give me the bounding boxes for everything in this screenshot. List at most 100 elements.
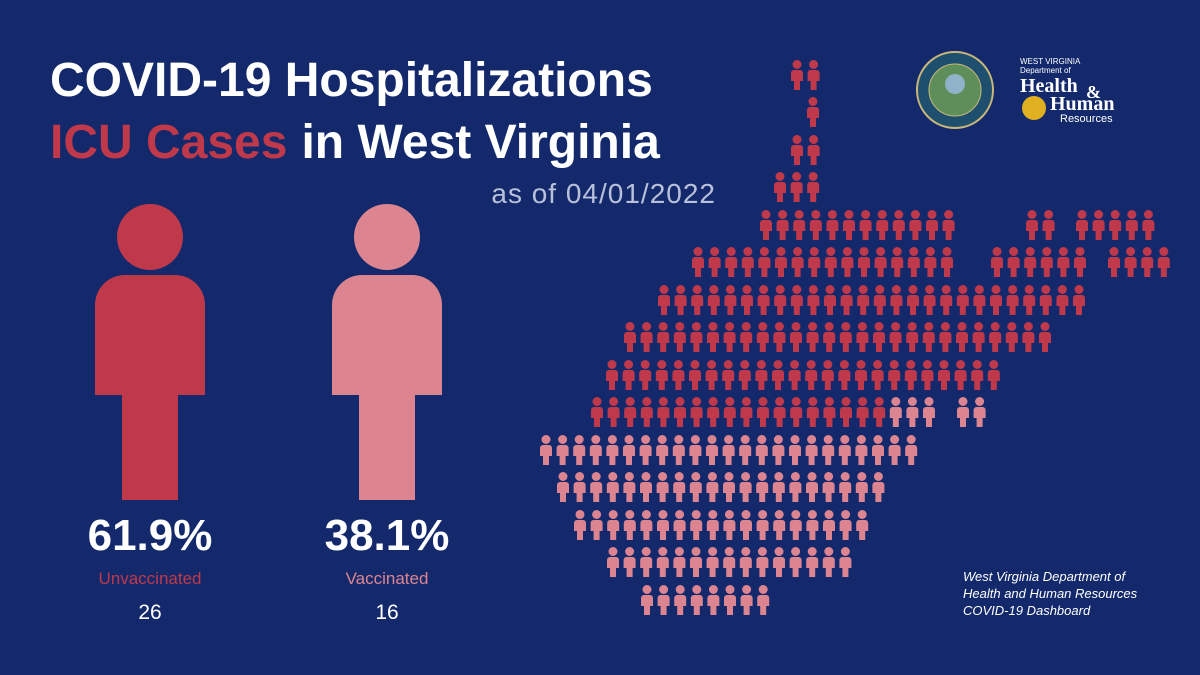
map-figure <box>674 585 687 615</box>
map-figure <box>973 397 986 427</box>
map-figure <box>942 210 955 240</box>
map-figure <box>873 322 885 352</box>
map-figure <box>956 322 968 352</box>
map-figure <box>806 510 819 540</box>
map-figure <box>673 510 686 540</box>
map-figure <box>1056 285 1069 315</box>
map-figure <box>990 285 1002 315</box>
map-figure <box>841 247 854 277</box>
map-figure <box>723 472 735 502</box>
map-figure <box>772 472 785 502</box>
map-figure <box>639 360 652 390</box>
map-figure <box>888 360 901 390</box>
map-figure <box>656 472 669 502</box>
map-figure <box>591 397 603 427</box>
map-figure <box>573 435 586 465</box>
map-figure <box>707 285 720 315</box>
map-figure <box>839 547 852 577</box>
map-figure <box>656 435 669 465</box>
map-figure <box>707 322 719 352</box>
map-figure <box>756 547 769 577</box>
map-figure <box>905 435 918 465</box>
map-figure <box>690 322 703 352</box>
map-figure <box>826 210 839 240</box>
map-figure <box>822 435 835 465</box>
map-figure <box>640 472 652 502</box>
map-figure <box>1040 247 1053 277</box>
map-figure <box>806 397 819 427</box>
title-rest: in West Virginia <box>301 116 660 169</box>
map-figure <box>773 510 786 540</box>
map-figure <box>838 435 851 465</box>
map-figure <box>723 547 736 577</box>
map-figure <box>793 210 806 240</box>
subtitle: as of 04/01/2022 <box>491 178 716 209</box>
map-figure <box>772 435 785 465</box>
map-figure <box>740 585 753 615</box>
map-figure <box>824 247 837 277</box>
map-figure <box>926 210 938 240</box>
map-figure <box>807 285 820 315</box>
map-figure <box>1109 210 1122 240</box>
category-label: Vaccinated <box>346 569 429 588</box>
map-figure <box>706 472 719 502</box>
map-figure <box>690 585 703 615</box>
map-figure <box>1076 210 1088 240</box>
map-figure <box>839 510 852 540</box>
map-figure <box>573 472 586 502</box>
map-figure <box>774 285 787 315</box>
map-figure <box>689 472 702 502</box>
map-figure <box>924 247 937 277</box>
map-figure <box>821 360 834 390</box>
map-figure <box>673 547 686 577</box>
map-figure <box>972 322 985 352</box>
map-figure <box>807 60 820 90</box>
title: COVID-19 Hospitalizations <box>50 54 653 107</box>
map-figure <box>623 472 636 502</box>
map-figure <box>1108 247 1120 277</box>
map-figure <box>789 510 802 540</box>
map-figure <box>607 397 620 427</box>
map-figure <box>589 435 602 465</box>
map-figure <box>623 435 635 465</box>
map-figure <box>987 360 1000 390</box>
map-figure <box>856 322 869 352</box>
map-figure <box>1022 322 1035 352</box>
map-figure <box>706 510 719 540</box>
map-figure <box>1124 247 1137 277</box>
map-figure <box>1006 285 1019 315</box>
map-figure <box>1007 247 1020 277</box>
map-figure <box>606 435 619 465</box>
map-figure <box>723 322 736 352</box>
map-figure <box>756 322 769 352</box>
map-figure <box>843 210 855 240</box>
map-figure <box>1073 285 1085 315</box>
map-figure <box>889 322 902 352</box>
map-figure <box>805 360 818 390</box>
map-figure <box>606 472 619 502</box>
map-figure <box>706 547 719 577</box>
map-figure <box>1023 285 1036 315</box>
map-figure <box>991 247 1003 277</box>
map-figure <box>624 397 637 427</box>
map-figure <box>725 247 738 277</box>
map-figure <box>973 285 986 315</box>
map-figure <box>723 397 736 427</box>
map-figure <box>705 360 718 390</box>
map-figure <box>890 285 903 315</box>
map-figure <box>773 547 785 577</box>
map-figure <box>906 322 919 352</box>
dhhr-logo: WEST VIRGINIA Department of Health & Hum… <box>1020 57 1114 125</box>
map-figure <box>941 247 953 277</box>
map-figure <box>755 360 768 390</box>
map-figure <box>707 585 720 615</box>
map-figure <box>689 360 701 390</box>
map-figure <box>641 585 653 615</box>
map-figure <box>722 360 735 390</box>
map-figure <box>640 322 653 352</box>
map-figure <box>856 397 869 427</box>
map-figure <box>1142 210 1155 240</box>
map-figure <box>876 210 889 240</box>
map-figure <box>907 247 920 277</box>
map-figure <box>790 322 802 352</box>
